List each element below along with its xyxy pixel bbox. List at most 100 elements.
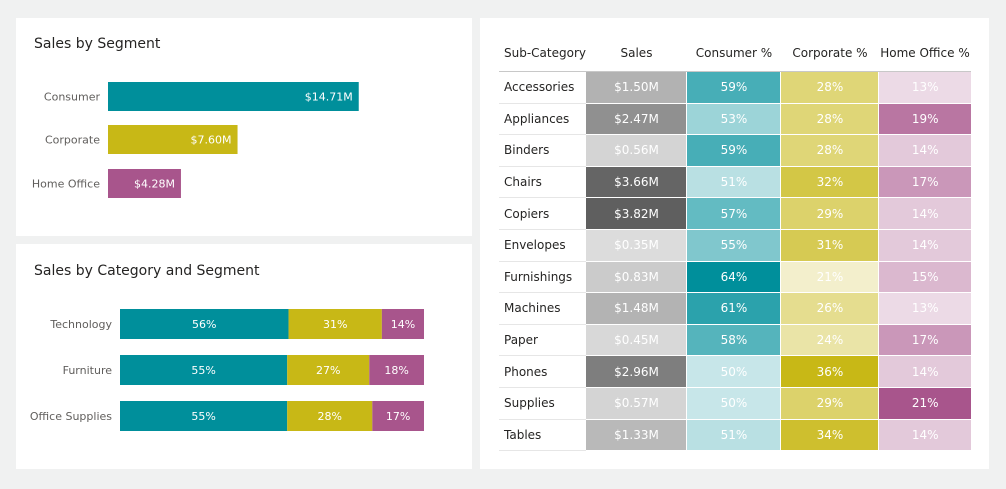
cell-sales: $2.47M: [585, 103, 687, 136]
segment-label-1-technology: 31%: [323, 318, 347, 331]
category-label-technology: Technology: [49, 318, 112, 331]
subcategory-name: Machines: [499, 292, 586, 325]
cell-sales: $0.57M: [585, 387, 687, 420]
cell-sales: $0.45M: [585, 324, 687, 357]
cell-sales: $1.48M: [585, 292, 687, 325]
cell-consumer: 50%: [686, 355, 781, 388]
cell-home-office: 14%: [878, 134, 971, 167]
segment-label-1-office-supplies: 28%: [318, 410, 342, 423]
column-header-sub-category[interactable]: Sub-Category: [499, 35, 586, 72]
bar-corporate[interactable]: [108, 125, 238, 154]
table-row[interactable]: Binders $0.56M 59% 28% 14%: [499, 134, 971, 167]
segment-0-furniture[interactable]: [120, 355, 288, 385]
segment-label-0-technology: 56%: [192, 318, 216, 331]
table-row[interactable]: Supplies $0.57M 50% 29% 21%: [499, 387, 971, 420]
cell-consumer: 57%: [686, 197, 781, 230]
cell-consumer: 58%: [686, 324, 781, 357]
segment-label-2-technology: 14%: [391, 318, 415, 331]
cell-sales: $2.96M: [585, 355, 687, 388]
cell-home-office: 14%: [878, 229, 971, 262]
cell-sales: $1.33M: [585, 419, 687, 452]
category-label-office-supplies: Office Supplies: [30, 410, 112, 423]
matrix-header-row: Sub-Category Sales Consumer % Corporate % Ho…: [499, 35, 971, 72]
table-row[interactable]: Furnishings $0.83M 64% 21% 15%: [499, 261, 971, 294]
cell-corporate: 32%: [780, 166, 879, 199]
cell-consumer: 59%: [686, 134, 781, 167]
category-label-consumer: Consumer: [44, 91, 101, 104]
sales-by-segment-card: Sales by Segment Consumer $14.71M Corporat…: [16, 18, 472, 236]
cell-corporate: 34%: [780, 419, 879, 452]
subcategory-name: Copiers: [499, 197, 586, 230]
column-header-home-office[interactable]: Home Office %: [878, 35, 971, 72]
sales-by-segment-chart: Consumer $14.71M Corporate $7.60M Home Offic…: [32, 82, 359, 198]
cell-corporate: 28%: [780, 103, 879, 136]
segment-2-furniture[interactable]: [369, 355, 424, 385]
cell-home-office: 17%: [878, 324, 971, 357]
cell-consumer: 61%: [686, 292, 781, 325]
cell-sales: $1.50M: [585, 71, 687, 104]
column-header-corporate[interactable]: Corporate %: [780, 35, 879, 72]
subcategory-name: Furnishings: [499, 261, 586, 294]
subcategory-name: Appliances: [499, 103, 586, 136]
table-row[interactable]: Tables $1.33M 51% 34% 14%: [499, 419, 971, 452]
subcategory-name: Envelopes: [499, 229, 586, 262]
bar-value-corporate: $7.60M: [191, 134, 232, 147]
cell-home-office: 15%: [878, 261, 971, 294]
cell-home-office: 17%: [878, 166, 971, 199]
segment-1-technology[interactable]: [288, 309, 382, 339]
cell-corporate: 29%: [780, 197, 879, 230]
segment-label-2-furniture: 18%: [384, 364, 408, 377]
cell-consumer: 53%: [686, 103, 781, 136]
segment-0-office-supplies[interactable]: [120, 401, 288, 431]
subcategory-name: Phones: [499, 355, 586, 388]
cell-consumer: 50%: [686, 387, 781, 420]
subcategory-name: Supplies: [499, 387, 586, 420]
cell-home-office: 14%: [878, 197, 971, 230]
table-row[interactable]: Accessories $1.50M 59% 28% 13%: [499, 71, 971, 104]
cell-sales: $3.66M: [585, 166, 687, 199]
cell-home-office: 19%: [878, 103, 971, 136]
subcategory-name: Chairs: [499, 166, 586, 199]
table-row[interactable]: Machines $1.48M 61% 26% 13%: [499, 292, 971, 325]
cell-home-office: 14%: [878, 355, 971, 388]
cell-home-office: 13%: [878, 71, 971, 104]
segment-2-technology[interactable]: [381, 309, 424, 339]
cell-home-office: 21%: [878, 387, 971, 420]
segment-0-technology[interactable]: [120, 309, 289, 339]
bar-value-consumer: $14.71M: [305, 91, 353, 104]
sales-by-segment-title: Sales by Segment: [34, 36, 161, 52]
table-row[interactable]: Envelopes $0.35M 55% 31% 14%: [499, 229, 971, 262]
cell-corporate: 28%: [780, 134, 879, 167]
sales-by-category-title: Sales by Category and Segment: [34, 263, 260, 279]
cell-corporate: 28%: [780, 71, 879, 104]
cell-corporate: 36%: [780, 355, 879, 388]
table-row[interactable]: Phones $2.96M 50% 36% 14%: [499, 355, 971, 388]
category-label-corporate: Corporate: [45, 134, 100, 147]
category-label-home-office: Home Office: [32, 178, 100, 191]
subcategory-name: Tables: [499, 419, 586, 452]
table-row[interactable]: Paper $0.45M 58% 24% 17%: [499, 324, 971, 357]
table-row[interactable]: Copiers $3.82M 57% 29% 14%: [499, 197, 971, 230]
bar-home-office[interactable]: [108, 169, 181, 198]
column-header-sales[interactable]: Sales: [585, 35, 687, 72]
segment-1-furniture[interactable]: [287, 355, 370, 385]
segment-label-2-office-supplies: 17%: [386, 410, 410, 423]
segment-2-office-supplies[interactable]: [372, 401, 424, 431]
table-row[interactable]: Appliances $2.47M 53% 28% 19%: [499, 103, 971, 136]
table-row[interactable]: Chairs $3.66M 51% 32% 17%: [499, 166, 971, 199]
cell-corporate: 24%: [780, 324, 879, 357]
cell-consumer: 51%: [686, 419, 781, 452]
column-header-consumer[interactable]: Consumer %: [686, 35, 781, 72]
bar-consumer[interactable]: [108, 82, 359, 111]
cell-sales: $0.83M: [585, 261, 687, 294]
segment-1-office-supplies[interactable]: [287, 401, 373, 431]
subcategory-name: Accessories: [499, 71, 586, 104]
category-label-furniture: Furniture: [63, 364, 113, 377]
bar-value-home-office: $4.28M: [134, 178, 175, 191]
subcategory-matrix: Sub-Category Sales Consumer % Corporate % Ho…: [499, 35, 971, 452]
cell-home-office: 14%: [878, 419, 971, 452]
cell-home-office: 13%: [878, 292, 971, 325]
cell-sales: $0.35M: [585, 229, 687, 262]
segment-label-1-furniture: 27%: [316, 364, 340, 377]
cell-sales: $3.82M: [585, 197, 687, 230]
